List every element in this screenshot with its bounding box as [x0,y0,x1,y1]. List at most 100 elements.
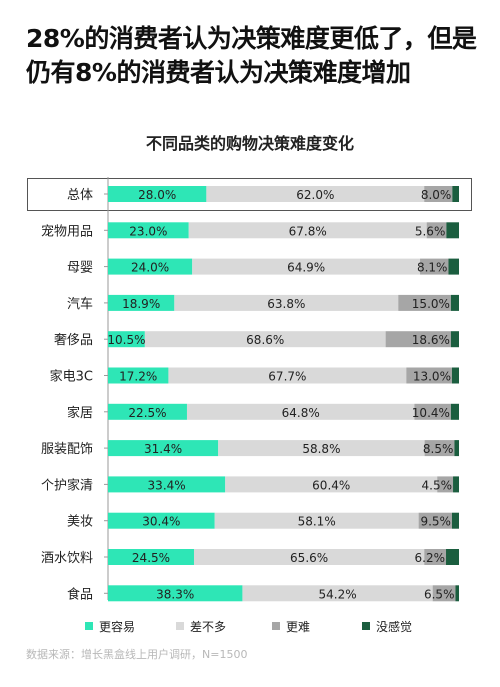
data-label: 63.8% [267,297,305,311]
bar-segment-same [188,222,427,239]
data-label: 31.4% [144,442,182,456]
data-label: 5.6% [415,224,446,238]
data-label: 4.5% [422,478,453,492]
bar-row: 奢侈品 10.5% 68.6% 18.6% [54,331,459,348]
bar-row: 家居 22.5% 64.8% 10.4% [67,403,459,421]
bar-segment-same [242,585,433,602]
data-label: 6.5% [424,587,455,601]
bar-segment-unaware [451,367,459,384]
bar-segment-harder [424,440,455,457]
bar-segment-unaware [450,294,459,311]
legend-swatch [362,622,370,630]
bar-row: 总体 28.0% 62.0% 8.0% [67,186,459,203]
bar-segment-easier [108,549,194,565]
data-label: 15.0% [412,297,450,311]
bar-segment-easier [108,403,187,420]
bar-segment-easier [108,367,169,384]
category-label: 奢侈品 [54,333,93,348]
category-label: 汽车 [67,296,93,312]
legend-swatch [176,622,184,630]
bar-segment-harder [406,367,452,384]
legend: 更容易 差不多 更难 没感觉 [0,618,500,638]
bar-segment-harder [424,186,453,202]
data-label: 38.3% [156,587,194,601]
legend-item-harder: 更难 [272,618,310,635]
bar-segment-harder [420,258,449,275]
bar-segment-same [144,331,386,348]
bar-segment-harder [437,476,454,493]
data-label: 54.2% [318,587,356,601]
data-label: 33.4% [148,478,186,492]
data-label: 67.7% [268,370,306,384]
data-label: 64.9% [287,261,325,275]
data-label: 28.0% [138,188,176,202]
chart-title: 不同品类的购物决策难度变化 [145,134,354,153]
bar-segment-same [192,258,421,275]
data-label: 8.0% [421,188,452,202]
bar-segment-harder [426,222,447,239]
data-label: 23.0% [129,224,167,238]
legend-swatch [272,622,280,630]
bar-segment-harder [414,403,451,420]
category-label: 母婴 [67,261,93,276]
bar-segment-easier [108,186,207,202]
bar-segment-unaware [451,512,459,529]
legend-label: 更难 [286,620,311,634]
bar-row: 服装配饰 31.4% 58.8% 8.5% [41,440,459,457]
bar-segment-unaware [454,440,459,457]
bar-segment-same [168,367,407,384]
data-label: 58.1% [298,515,336,529]
bar-row: 美妆 30.4% 58.1% 9.5% [67,512,459,530]
category-label: 家电3C [50,369,93,385]
data-label: 10.4% [412,406,450,420]
bar-segment-easier [108,258,193,275]
category-label: 服装配饰 [41,442,93,457]
bar-segment-unaware [452,186,459,202]
legend-swatch [85,622,93,630]
legend-item-easier: 更容易 [85,618,135,635]
data-label: 6.2% [415,551,446,565]
data-label: 62.0% [296,188,334,202]
legend-label: 更容易 [99,620,136,634]
data-label: 13.0% [413,370,451,384]
legend-label: 差不多 [190,620,227,634]
bar-segment-harder [398,294,451,311]
legend-item-unaware: 没感觉 [362,618,412,635]
data-source-note: 数据来源：增长黑盒线上用户调研，N=1500 [26,648,248,661]
bar-segment-unaware [446,222,459,239]
bar-segment-same [174,294,399,311]
category-label: 宠物用品 [41,223,93,239]
data-label: 24.0% [131,261,169,275]
data-label: 24.5% [132,551,170,565]
data-label: 30.4% [142,515,180,529]
bar-segment-easier [108,222,189,239]
bar-segment-harder [424,549,447,565]
data-label: 9.5% [420,515,451,529]
bar-segment-easier [108,585,243,602]
bar-segment-harder [418,512,452,529]
bar-segment-easier [108,331,145,348]
legend-label: 没感觉 [376,620,413,634]
bar-segment-harder [432,585,456,602]
bar-row: 家电3C 17.2% 67.7% 13.0% [50,367,459,385]
bar-row: 母婴 24.0% 64.9% 8.1% [67,258,459,276]
bar-segment-harder [385,331,451,348]
legend-item-same: 差不多 [176,618,226,635]
data-label: 67.8% [289,224,327,238]
data-label: 68.6% [246,333,284,347]
data-label: 17.2% [119,370,157,384]
bar-segment-unaware [446,549,459,565]
data-label: 10.5% [107,333,145,347]
data-label: 8.5% [423,442,454,456]
bar-segment-unaware [448,258,459,275]
bar-row: 汽车 18.9% 63.8% 15.0% [67,294,459,312]
overall-row-highlight-box [27,178,472,211]
category-label: 家居 [67,405,93,421]
bar-segment-easier [108,294,175,311]
bar-segment-easier [108,512,215,529]
bar-segment-unaware [450,403,459,420]
data-label: 8.1% [417,261,448,275]
bar-segment-unaware [453,476,459,493]
bar-row: 食品 38.3% 54.2% 6.5% [67,585,459,602]
